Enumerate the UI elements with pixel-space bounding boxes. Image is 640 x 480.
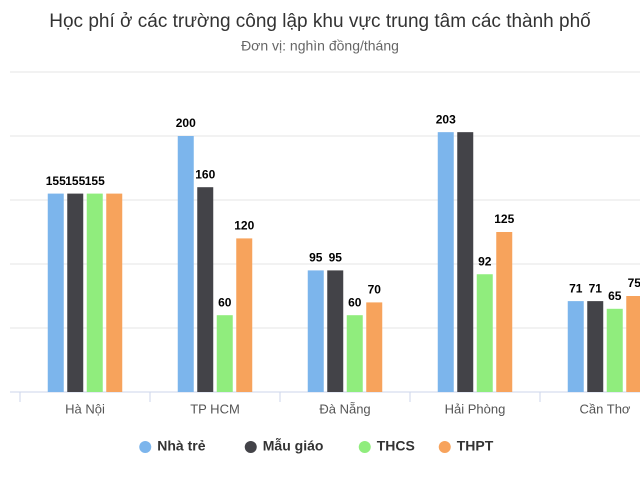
data-label: 155 — [65, 174, 85, 188]
bar — [177, 136, 194, 392]
bar — [47, 193, 64, 392]
bar — [307, 270, 324, 392]
legend-label: THCS — [377, 438, 415, 454]
bar — [86, 193, 103, 392]
data-label: 71 — [569, 281, 583, 295]
data-label: 155 — [85, 174, 105, 188]
legend-marker — [358, 441, 371, 453]
bar — [67, 193, 84, 392]
data-label: 75 — [628, 276, 640, 290]
data-label: 95 — [309, 251, 323, 265]
legend-label: Nhà trẻ — [157, 438, 205, 454]
data-label: 155 — [46, 174, 66, 188]
bar — [197, 187, 214, 392]
bar — [606, 308, 623, 392]
legend-label: Mẫu giáo — [263, 438, 324, 454]
bar — [327, 270, 344, 392]
bar — [346, 315, 363, 392]
data-label: 60 — [348, 295, 362, 309]
data-label: 120 — [234, 219, 254, 233]
data-label: 70 — [368, 283, 382, 297]
data-label: 95 — [329, 251, 343, 265]
bar — [437, 132, 454, 392]
data-label: 60 — [218, 295, 232, 309]
bar — [457, 132, 474, 392]
legend-marker — [139, 441, 152, 453]
bar — [496, 232, 513, 392]
bar — [366, 302, 383, 392]
data-label: 65 — [608, 289, 622, 303]
bar — [216, 315, 233, 392]
x-tick-label: Đà Nẵng — [319, 401, 370, 416]
bar — [236, 238, 253, 392]
bar — [626, 296, 640, 392]
bar — [567, 301, 584, 392]
legend-marker — [244, 441, 257, 453]
bar — [106, 193, 123, 392]
bar — [476, 274, 493, 392]
data-label: 203 — [436, 112, 456, 126]
x-tick-label: TP HCM — [190, 401, 240, 416]
data-label: 92 — [478, 254, 492, 268]
legend-label: THPT — [457, 438, 494, 454]
chart-subtitle: Đơn vị: nghìn đồng/tháng — [241, 38, 399, 54]
data-label: 160 — [195, 167, 215, 181]
data-label: 125 — [494, 212, 514, 226]
x-tick-label: Cần Thơ — [580, 401, 631, 416]
bar — [587, 301, 604, 392]
x-tick-label: Hải Phòng — [445, 401, 506, 416]
data-label: 71 — [589, 281, 603, 295]
data-label: 200 — [176, 116, 196, 130]
x-tick-label: Hà Nội — [65, 401, 105, 416]
legend-marker — [438, 441, 451, 453]
chart-title: Học phí ở các trường công lập khu vực tr… — [49, 11, 591, 32]
